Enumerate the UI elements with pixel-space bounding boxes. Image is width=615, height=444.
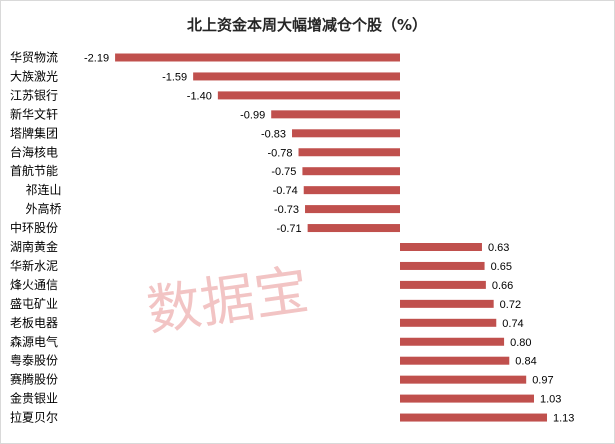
value-label: 0.84 <box>515 356 536 368</box>
category-label: 祁连山 <box>25 182 61 197</box>
chart-title: 北上资金本周大幅增减仓个股（%） <box>187 16 427 34</box>
bar <box>400 243 482 251</box>
value-label: 0.80 <box>510 337 531 349</box>
bar <box>400 318 497 327</box>
bar <box>400 261 485 270</box>
bar <box>298 148 400 157</box>
bar <box>193 72 400 81</box>
value-label: 1.13 <box>553 413 574 425</box>
category-label: 拉夏贝尔 <box>10 410 58 425</box>
bar <box>400 413 548 422</box>
category-label: 湖南黄金 <box>10 239 58 254</box>
value-label: -0.78 <box>267 147 292 159</box>
value-label: -1.40 <box>187 90 212 102</box>
bar <box>400 356 510 365</box>
bar <box>305 205 400 214</box>
category-label: 粤泰股份 <box>10 353 58 368</box>
bar <box>400 375 527 384</box>
category-label: 华新水泥 <box>10 258 58 273</box>
bars-group: 华贸物流 -2.19 大族激光 -1.59 江苏银行 -1.40 新华文轩 -0.99 塔牌集团… <box>10 51 574 425</box>
bar <box>400 394 535 403</box>
bar <box>271 110 400 119</box>
watermark: 数据宝 <box>143 258 312 343</box>
value-label: -0.74 <box>273 185 298 197</box>
value-label: 0.66 <box>492 280 513 292</box>
category-label: 江苏银行 <box>10 88 58 102</box>
bar <box>400 280 486 289</box>
bar <box>217 91 400 100</box>
bar <box>115 53 401 62</box>
category-label: 金贵银业 <box>10 391 58 406</box>
bar <box>292 129 400 138</box>
bar <box>307 224 400 233</box>
category-label: 盛屯矿业 <box>10 296 58 311</box>
category-label: 森源电气 <box>10 334 58 349</box>
category-label: 首航节能 <box>10 163 58 178</box>
category-label: 外高桥 <box>25 201 61 216</box>
value-label: -2.19 <box>84 53 109 65</box>
bar <box>302 167 400 176</box>
value-label: -0.75 <box>271 166 296 178</box>
category-label: 大族激光 <box>10 69 58 83</box>
category-label: 中环股份 <box>10 220 58 235</box>
category-label: 老板电器 <box>10 316 58 330</box>
category-label: 新华文轩 <box>10 106 58 121</box>
category-label: 台海核电 <box>10 144 58 159</box>
value-label: -0.71 <box>277 223 302 235</box>
value-label: 0.72 <box>500 299 521 311</box>
value-label: -0.99 <box>240 109 265 121</box>
category-label: 烽火通信 <box>10 278 58 292</box>
value-label: 0.65 <box>491 261 512 273</box>
value-label: -0.83 <box>261 128 286 140</box>
value-label: -0.73 <box>274 204 299 216</box>
category-label: 华贸物流 <box>10 51 58 65</box>
value-label: 1.03 <box>540 394 561 406</box>
value-label: -1.59 <box>162 71 187 83</box>
bar <box>303 186 400 195</box>
category-label: 赛腾股份 <box>10 372 58 387</box>
value-label: 0.74 <box>502 318 523 330</box>
bar <box>400 337 505 346</box>
bar <box>400 299 494 308</box>
category-label: 塔牌集团 <box>10 125 58 140</box>
value-label: 0.63 <box>488 242 509 254</box>
value-label: 0.97 <box>532 375 553 387</box>
